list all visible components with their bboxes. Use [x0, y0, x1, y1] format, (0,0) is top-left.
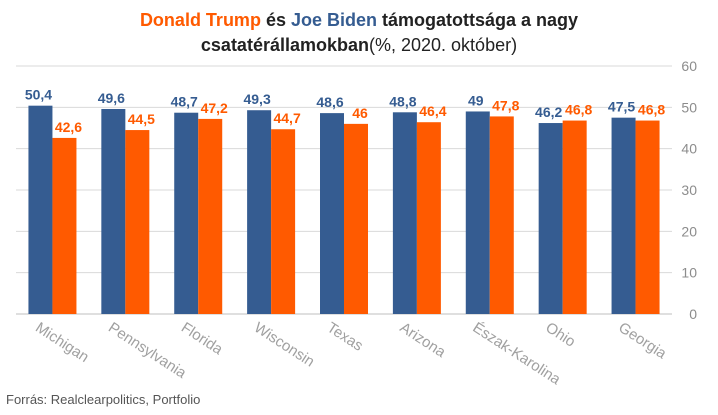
category-label: Florida	[178, 319, 226, 359]
bar	[174, 112, 199, 314]
data-label: 46	[352, 105, 368, 121]
data-label: 48,7	[171, 94, 198, 110]
category-label: Michigan	[32, 319, 92, 366]
category-label: Pennsylvania	[105, 319, 190, 382]
category-label: Wisconsin	[251, 319, 318, 370]
title-rest: támogatottsága a nagy	[377, 10, 579, 30]
data-label: 46,4	[419, 103, 446, 119]
bar	[489, 116, 514, 314]
bar	[392, 112, 417, 314]
bar	[28, 105, 53, 315]
bar	[344, 123, 368, 314]
y-tick-label: 60	[681, 58, 697, 74]
y-tick-label: 0	[689, 306, 697, 322]
y-tick-label: 30	[681, 182, 697, 198]
title-trump: Donald Trump	[139, 10, 261, 30]
title-line2-bold: csatatérállamokban	[200, 35, 369, 55]
title-line-1: Donald Trump és Joe Biden támogatottsága…	[0, 8, 718, 33]
bar	[416, 122, 441, 314]
category-label: Arizona	[397, 319, 449, 361]
title-es: és	[260, 10, 291, 30]
y-tick-label: 40	[681, 141, 697, 157]
y-tick-label: 20	[681, 223, 697, 239]
bar	[562, 120, 587, 314]
data-label: 46,8	[638, 102, 665, 118]
data-label: 47,5	[608, 99, 635, 115]
bar	[125, 130, 150, 314]
bar	[271, 129, 296, 314]
title-line-2: csatatérállamokban(%, 2020. október)	[0, 33, 718, 58]
source-note: Forrás: Realclearpolitics, Portfolio	[6, 392, 201, 407]
bar	[635, 120, 660, 314]
y-tick-label: 50	[681, 99, 697, 115]
chart-title: Donald Trump és Joe Biden támogatottsága…	[0, 8, 718, 58]
category-label: Georgia	[615, 319, 670, 363]
data-label: 47,8	[492, 97, 519, 113]
data-label: 48,8	[389, 93, 416, 109]
title-biden: Joe Biden	[290, 10, 377, 30]
data-label: 44,7	[273, 110, 300, 126]
bar	[465, 111, 490, 314]
bar	[247, 110, 272, 314]
title-line2-normal: (%, 2020. október)	[369, 35, 518, 55]
data-label: 44,5	[128, 111, 155, 127]
bar	[101, 108, 126, 314]
category-label: Ohio	[542, 319, 578, 351]
data-label: 47,2	[201, 100, 228, 116]
data-label: 49	[468, 92, 484, 108]
bar	[611, 117, 636, 315]
data-label: 42,6	[55, 119, 82, 135]
bar	[198, 118, 223, 314]
bar	[320, 113, 344, 315]
category-label: Texas	[324, 319, 366, 355]
data-label: 49,6	[98, 90, 125, 106]
bar	[52, 137, 77, 314]
data-label: 46,8	[565, 102, 592, 118]
data-label: 49,3	[243, 91, 270, 107]
y-tick-label: 10	[681, 265, 697, 281]
data-label: 46,2	[535, 104, 562, 120]
data-label: 50,4	[25, 87, 52, 103]
data-label: 48,6	[316, 94, 343, 110]
bar	[538, 123, 563, 314]
